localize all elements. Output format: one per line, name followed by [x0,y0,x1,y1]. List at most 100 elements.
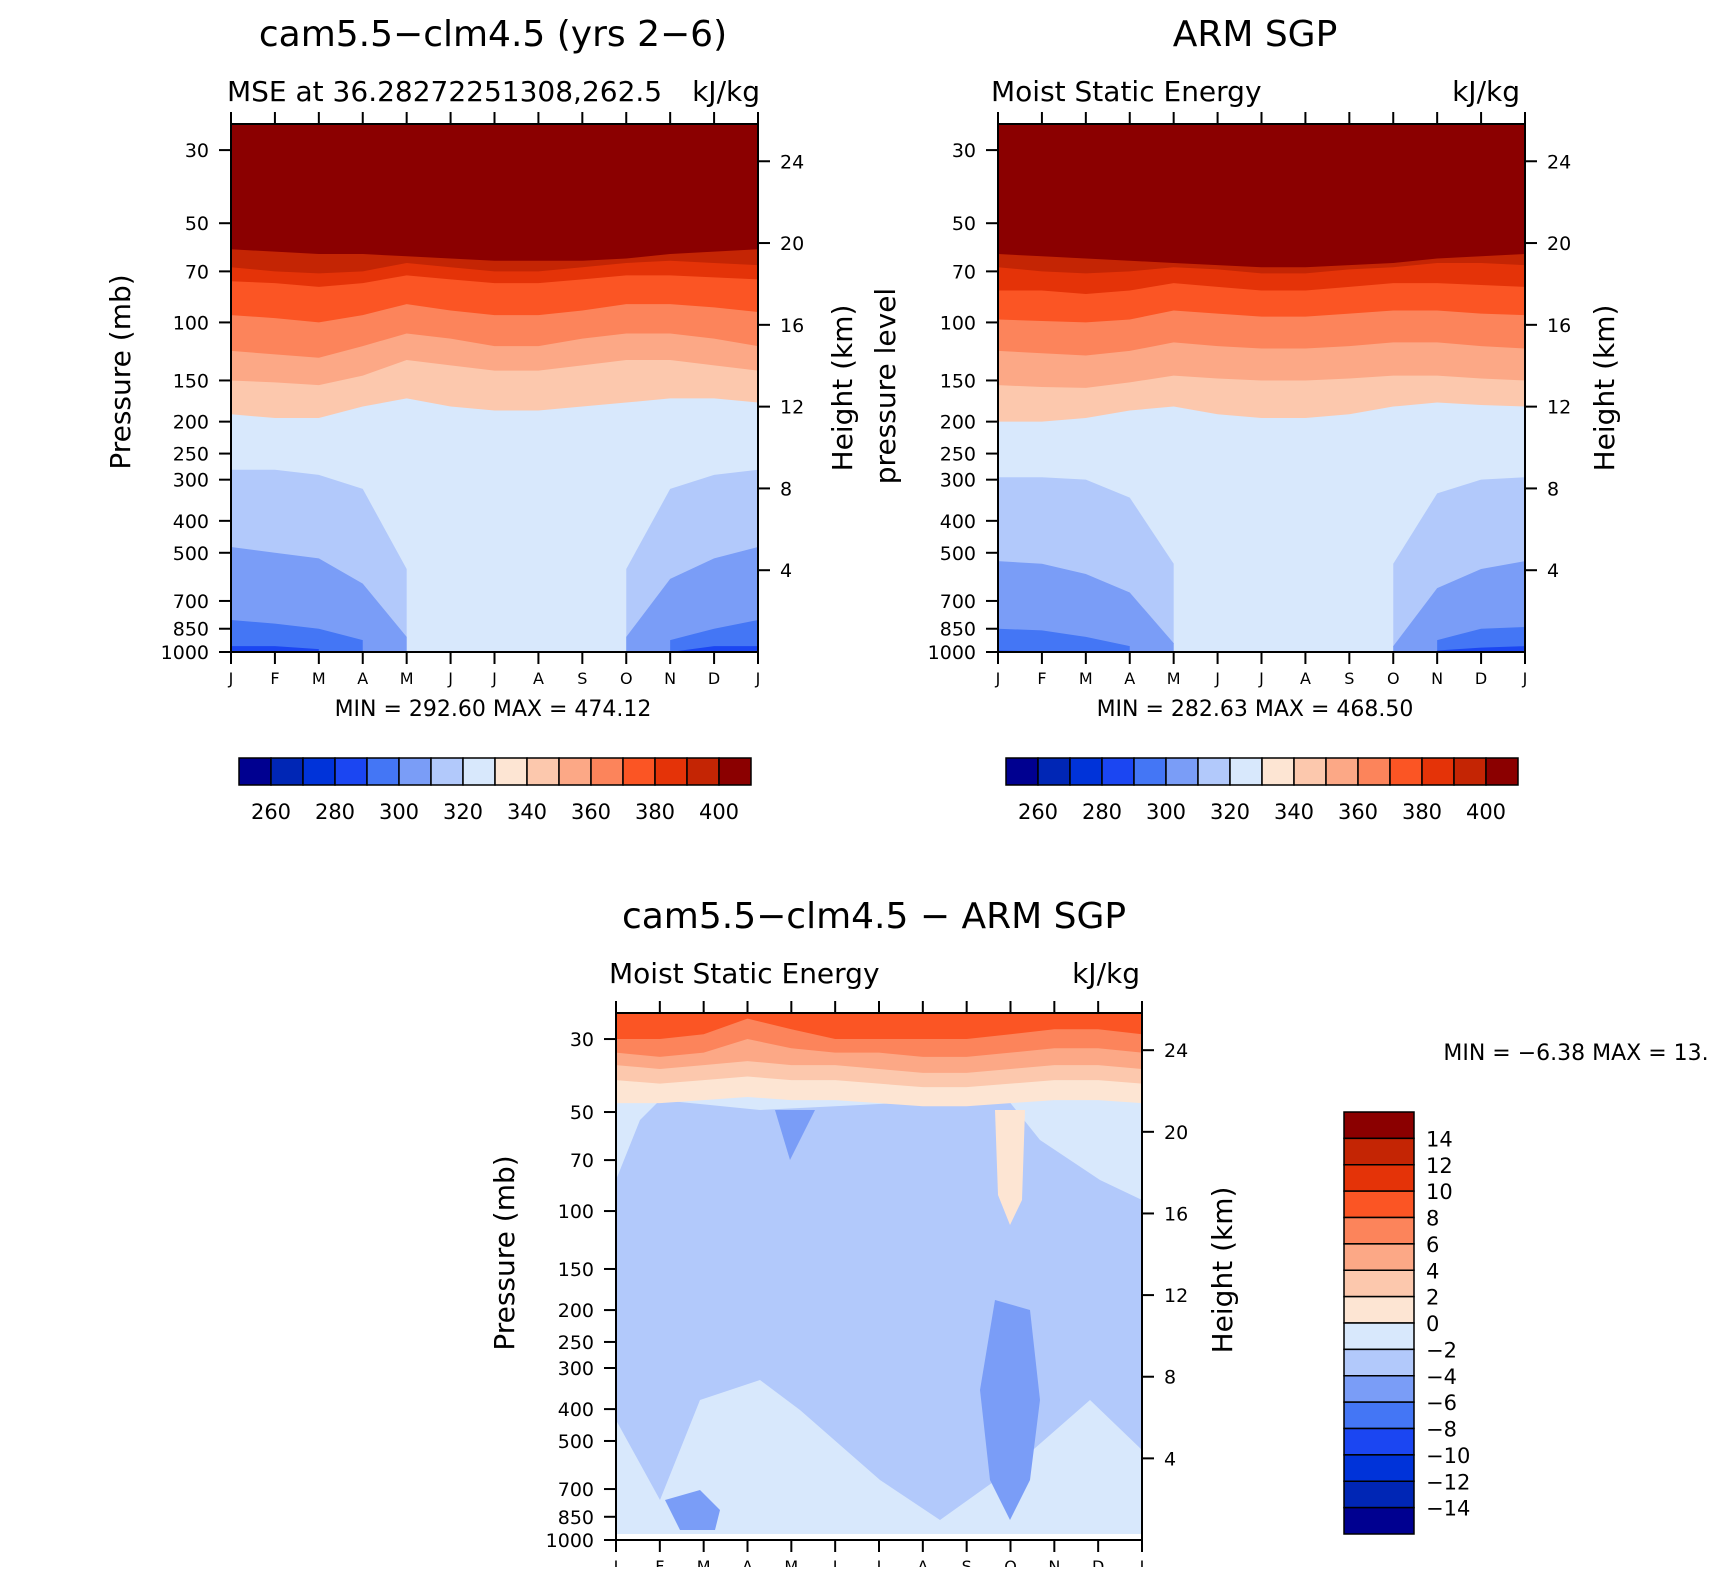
y-axis-right-label: Height (km) [1206,1187,1239,1354]
contour-band-neg6 [665,1490,720,1530]
y-tick-label-right: 16 [1547,315,1571,337]
contour-band-neg6 [980,1300,1040,1520]
x-tick-label: J [613,1557,619,1567]
colorbar-tick-label: 380 [635,800,675,824]
y-tick-label-left: 300 [173,470,209,492]
x-tick-label: M [400,669,414,688]
colorbar-swatch [558,757,592,786]
colorbar-swatch [398,757,432,786]
y-tick-label-left: 500 [173,543,209,565]
x-tick-label: O [620,669,633,688]
colorbar-tick-label: 360 [571,800,611,824]
x-tick-label: A [533,669,544,688]
y-tick-label-right: 20 [780,233,804,255]
colorbar-swatch [1343,1454,1415,1482]
x-tick-label: M [697,1557,711,1567]
colorbar-tick-label: 12 [1426,1154,1453,1178]
y-tick-label-right: 12 [1164,1285,1188,1307]
y-tick-label-left: 850 [173,619,209,641]
colorbar-swatch [526,757,560,786]
y-tick-label-left: 700 [940,591,976,613]
y-tick-label-right: 20 [1547,233,1571,255]
y-tick-label-left: 500 [940,543,976,565]
colorbar-tick-label: 320 [1210,800,1250,824]
colorbar-swatch [1165,757,1199,786]
x-tick-label: N [1048,1557,1060,1567]
colorbar-tick-label: 260 [251,800,291,824]
colorbar-swatch [1343,1137,1415,1166]
x-tick-label: M [784,1557,798,1567]
colorbar-swatch [1343,1427,1415,1456]
colorbar-swatch [1037,757,1071,786]
colorbar-tick-label: 400 [699,800,739,824]
colorbar-tick-label: 6 [1426,1233,1439,1257]
y-tick-label-left: 50 [570,1102,594,1124]
y-tick-label-left: 70 [185,261,209,283]
x-tick-label: D [1475,669,1487,688]
y-tick-label-left: 30 [570,1029,594,1051]
panel-subtitle-left: MSE at 36.28272251308,262.5 [227,75,662,108]
colorbar-tick-label: 380 [1402,800,1442,824]
panel-model: cam5.5−clm4.5 (yrs 2−6) MSE at 36.282722… [104,14,859,824]
x-tick-label: O [1004,1557,1017,1567]
minmax-label: MIN = 292.60 MAX = 474.12 [335,697,652,722]
colorbar-tick-label: 300 [379,800,419,824]
y-tick-label-right: 24 [1164,1040,1188,1062]
colorbar-obs: 260 280 300 320 340 360 380 400 [1005,757,1519,824]
contour-band-13 [616,1013,1142,1040]
x-tick-label: A [357,669,368,688]
colorbar-tick-label: 2 [1426,1286,1439,1310]
y-tick-label-left: 300 [558,1358,594,1380]
contour-band-pos [995,1110,1025,1225]
y-tick-label-left: 30 [185,140,209,162]
colorbar-swatch [590,757,624,786]
colorbar-tick-label: 14 [1426,1127,1453,1151]
y-tick-label-left: 200 [940,412,976,434]
colorbar-tick-label: −10 [1426,1444,1470,1468]
colorbar-swatch [1343,1401,1415,1430]
y-tick-label-left: 30 [952,140,976,162]
y-tick-label-left: 1000 [546,1530,594,1552]
colorbar-tick-label: 8 [1426,1207,1439,1231]
y-tick-label-right: 24 [1547,151,1571,173]
colorbar-swatch [654,757,688,786]
x-tick-label: M [312,669,326,688]
colorbar-swatch [1261,757,1295,786]
colorbar-tick-label: 360 [1338,800,1378,824]
contour-band-4 [231,646,319,652]
contour-band-4 [670,646,758,652]
panel-subtitle-right: kJ/kg [692,75,760,108]
colorbar-tick-label: −14 [1426,1497,1470,1521]
colorbar-swatch [1293,757,1327,786]
colorbar-swatch [686,757,720,786]
x-tick-label: N [1431,669,1443,688]
y-tick-label-left: 400 [173,511,209,533]
contour-band-15 [231,124,758,261]
surface-mask [616,1534,1142,1540]
y-tick-label-right: 16 [780,315,804,337]
colorbar-swatch [238,757,272,786]
y-tick-label-left: 50 [952,213,976,235]
x-tick-label: J [491,669,497,688]
y-tick-label-right: 8 [1164,1367,1176,1389]
colorbar-swatch [1485,757,1519,786]
colorbar-swatch [718,757,752,786]
colorbar-swatch [1101,757,1135,786]
panel-subtitle-left: Moist Static Energy [991,75,1262,108]
colorbar-swatch [334,757,368,786]
colorbar-swatch [366,757,400,786]
x-tick-label: O [1387,669,1400,688]
y-tick-label-left: 70 [570,1150,594,1172]
x-tick-label: A [1124,669,1135,688]
panel-subtitle-right: kJ/kg [1452,75,1520,108]
x-tick-label: S [1344,669,1354,688]
colorbar-tick-label: 300 [1146,800,1186,824]
colorbar-swatch [1343,1506,1415,1535]
y-tick-label-left: 150 [558,1259,594,1281]
y-tick-label-left: 700 [558,1479,594,1501]
colorbar-swatch [1357,757,1391,786]
x-tick-label: J [1214,669,1220,688]
contour-band-5 [670,620,758,652]
y-axis-left-label: Pressure (mb) [488,1155,521,1350]
minmax-label: MIN = −6.38 MAX = 13.57 [1443,1041,1710,1066]
